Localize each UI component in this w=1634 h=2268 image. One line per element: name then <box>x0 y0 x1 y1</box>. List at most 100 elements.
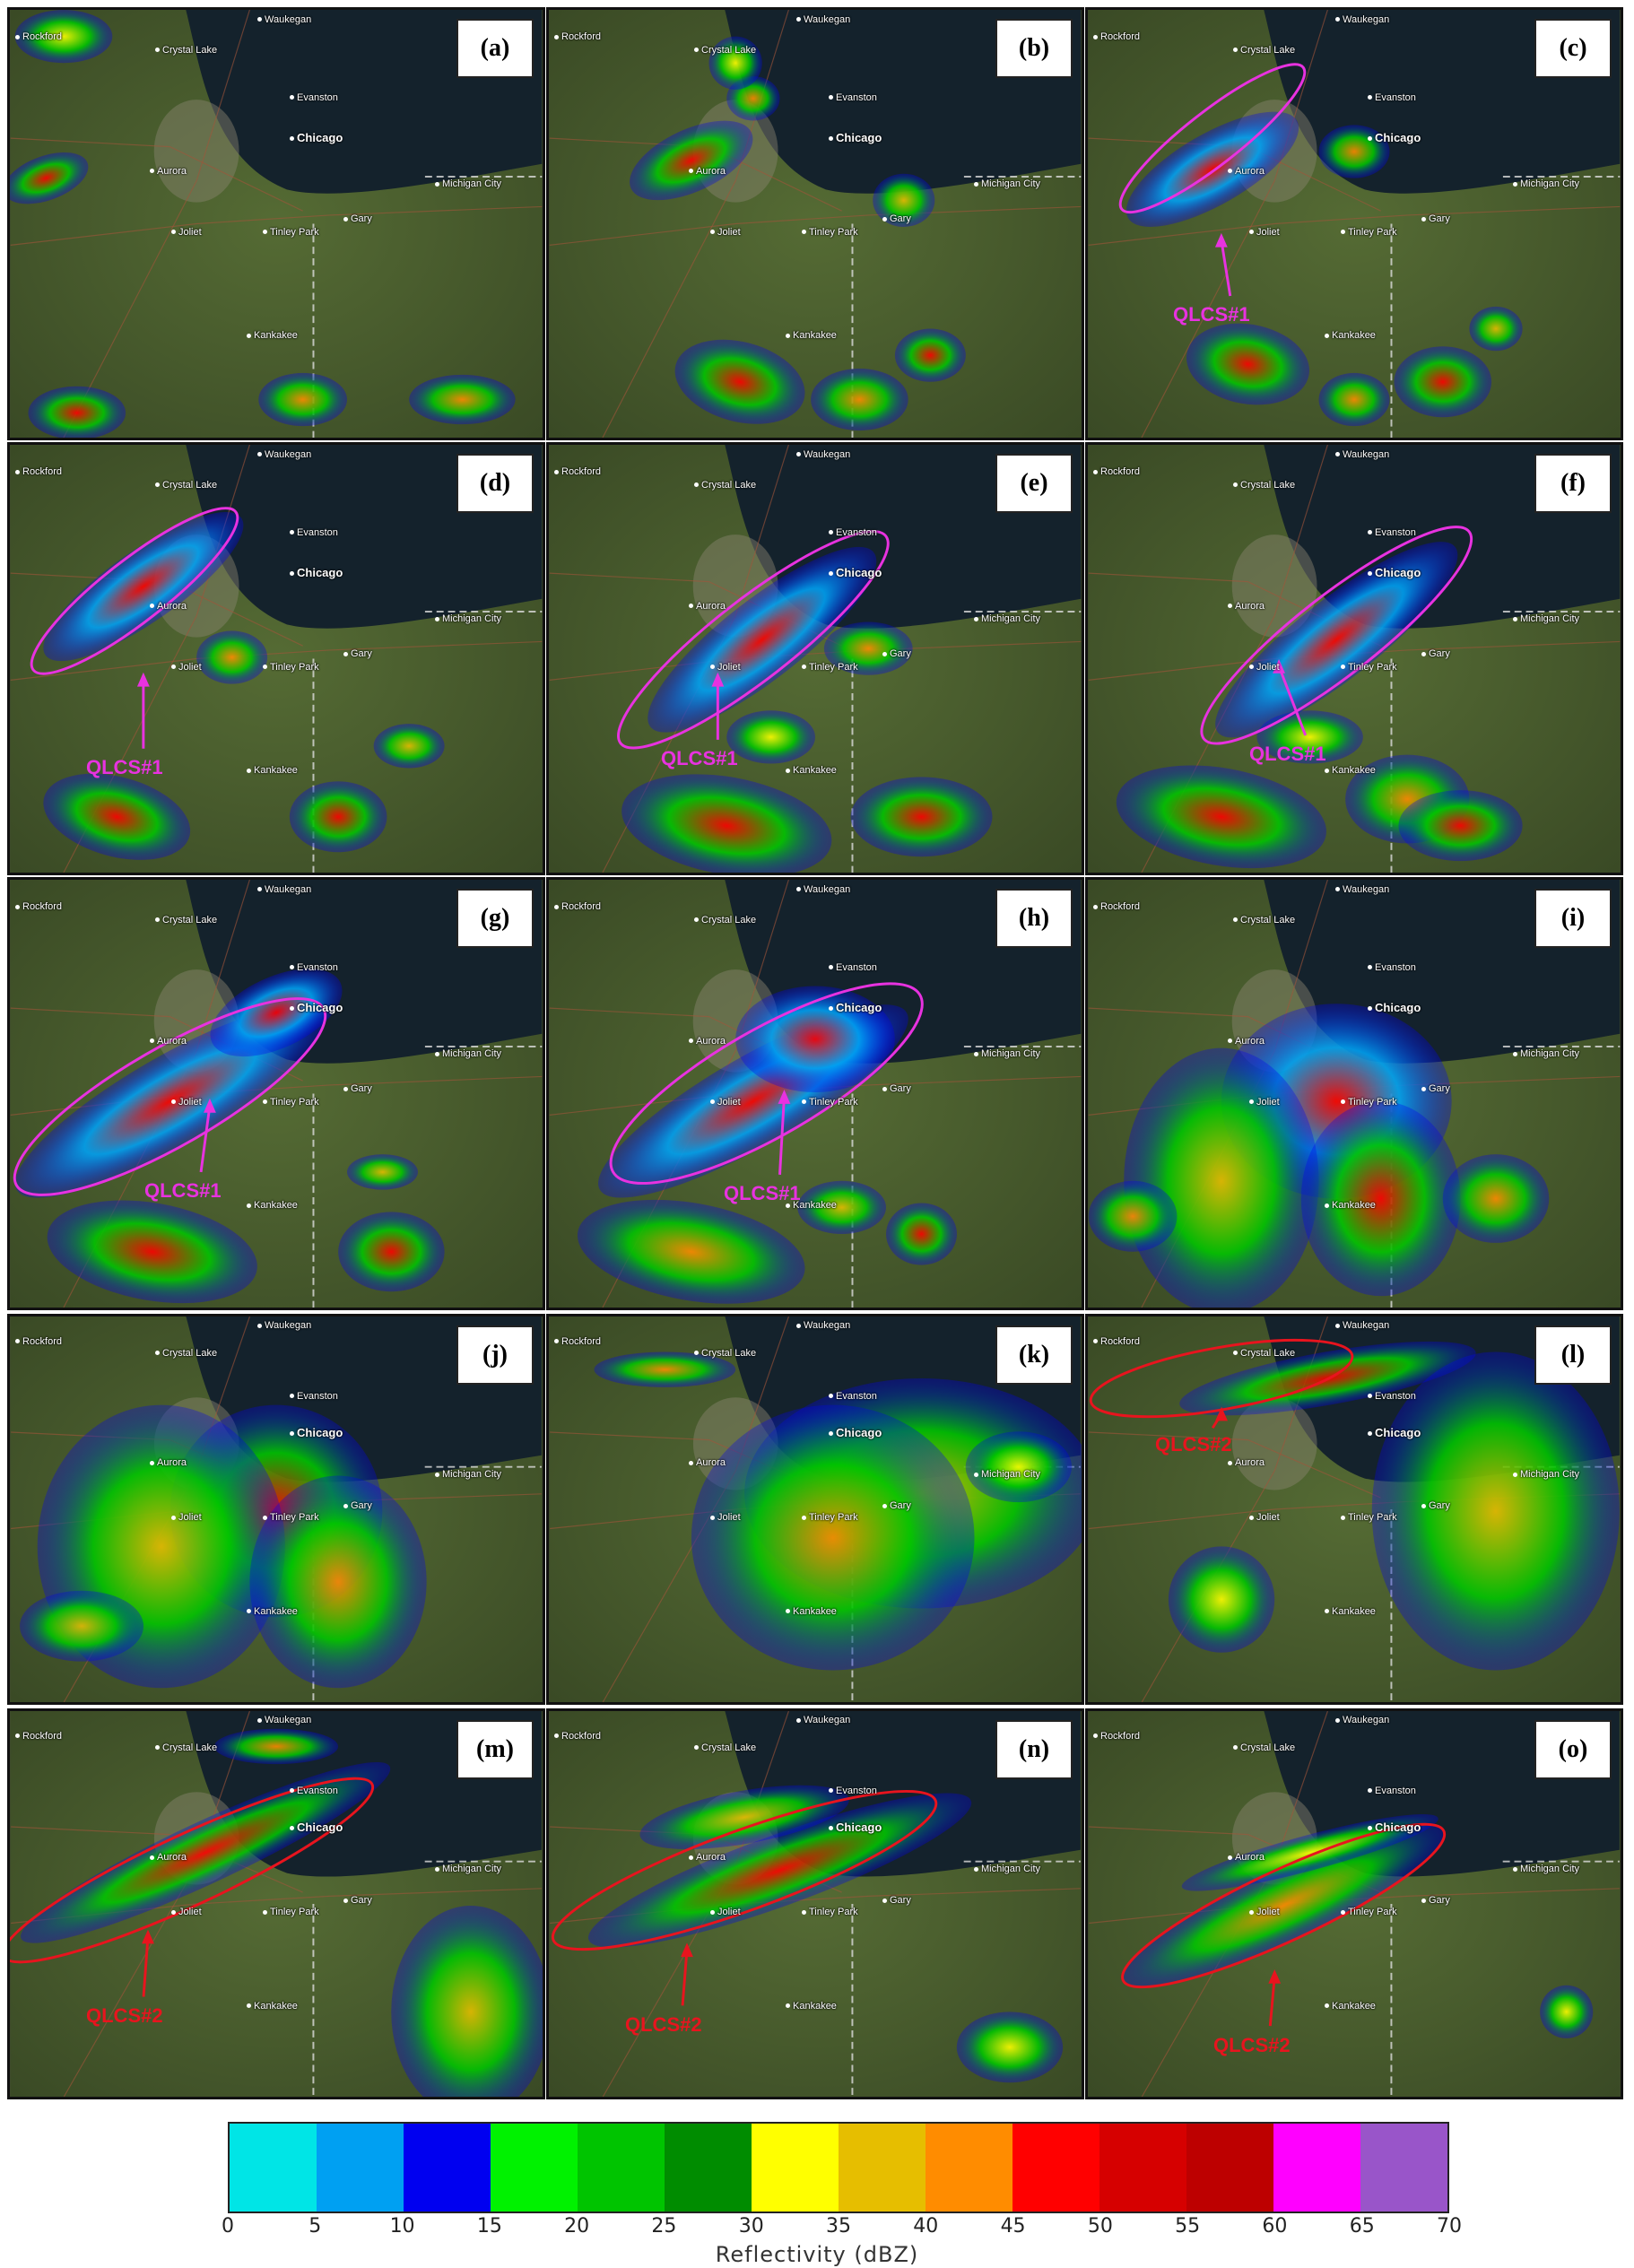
reflectivity-cell <box>1300 1100 1461 1297</box>
city-label: Evanston <box>1368 1391 1416 1402</box>
city-label: Waukegan <box>1335 14 1389 25</box>
city-label: Gary <box>1421 648 1450 659</box>
reflectivity-cell <box>196 630 268 684</box>
reflectivity-cell <box>850 777 993 857</box>
reflectivity-cell <box>1186 323 1310 405</box>
city-label: Aurora <box>1228 1457 1265 1468</box>
city-label: Chicago <box>829 1001 882 1014</box>
city-label: Kankakee <box>786 330 837 341</box>
city-label: Evanston <box>1368 527 1416 538</box>
reflectivity-cell <box>735 986 895 1093</box>
satellite-basemap <box>10 445 543 873</box>
panel-label: (k) <box>995 1325 1073 1385</box>
city-label: Crystal Lake <box>694 1742 756 1753</box>
city-label: Michigan City <box>974 613 1040 624</box>
city-label: Michigan City <box>435 1469 501 1480</box>
reflectivity-cell <box>10 152 89 204</box>
radar-panel: Waukegan Rockford Crystal Lake Evanston Chic… <box>546 1314 1084 1705</box>
reflectivity-cell <box>894 328 966 382</box>
city-label: Aurora <box>689 1852 726 1863</box>
colorbar-title: Reflectivity (dBZ) <box>715 2242 919 2267</box>
reflectivity-cell <box>965 1431 1073 1503</box>
colorbar-swatch <box>665 2124 752 2212</box>
colorbar-swatch <box>926 2124 1013 2212</box>
city-label: Tinley Park <box>1341 1907 1397 1917</box>
city-label: Kankakee <box>247 1606 298 1617</box>
reflectivity-cell <box>43 511 244 662</box>
colorbar-tick-label: 55 <box>1175 2215 1201 2238</box>
city-label: Waukegan <box>796 1715 850 1725</box>
city-label: Gary <box>882 648 911 659</box>
radar-panel: Waukegan Rockford Crystal Lake Evanston Chic… <box>1085 7 1623 440</box>
radar-panel: Waukegan Rockford Crystal Lake Evanston Chic… <box>7 877 545 1310</box>
city-label: Gary <box>882 213 911 224</box>
city-label: Evanston <box>1368 1786 1416 1796</box>
city-label: Joliet <box>710 227 741 238</box>
city-label: Joliet <box>1249 1512 1280 1523</box>
city-label: Crystal Lake <box>155 480 217 491</box>
city-label: Waukegan <box>796 884 850 895</box>
city-label: Waukegan <box>1335 1320 1389 1331</box>
reflectivity-cell <box>1215 542 1458 738</box>
panel-label: (n) <box>995 1720 1073 1779</box>
reflectivity-cell <box>1442 1154 1550 1243</box>
city-label: Kankakee <box>786 2001 837 2012</box>
reflectivity-cell <box>14 10 113 64</box>
satellite-basemap <box>549 10 1082 438</box>
city-label: Rockford <box>1093 901 1140 912</box>
reflectivity-cell <box>21 1761 391 1943</box>
city-label: Joliet <box>1249 1907 1280 1917</box>
city-label: Waukegan <box>796 1320 850 1331</box>
colorbar-swatch <box>578 2124 665 2212</box>
panel-label: (m) <box>456 1720 534 1779</box>
panel-label: (d) <box>456 454 534 513</box>
colorbar-swatch <box>1186 2124 1273 2212</box>
panel-label: (a) <box>456 19 534 78</box>
reflectivity-cell <box>1116 765 1326 869</box>
reflectivity-cell <box>391 1906 543 2097</box>
reflectivity-cell <box>1124 1047 1319 1308</box>
qlcs-label: QLCS#1 <box>86 756 163 778</box>
city-label: Crystal Lake <box>1233 1742 1295 1753</box>
colorbar-tick-label: 0 <box>222 2215 234 2238</box>
city-label: Michigan City <box>1513 1048 1579 1059</box>
qlcs-outline <box>609 982 924 1185</box>
reflectivity-cell <box>409 374 516 425</box>
city-label: Michigan City <box>435 178 501 189</box>
colorbar-tick-label: 60 <box>1262 2215 1288 2238</box>
qlcs-arrowhead <box>681 1942 693 1958</box>
city-label: Rockford <box>15 1336 62 1347</box>
reflectivity-cell <box>691 1404 975 1671</box>
colorbar-tick-label: 25 <box>651 2215 677 2238</box>
radar-panel: Waukegan Rockford Crystal Lake Evanston Chic… <box>546 877 1084 1310</box>
qlcs-arrowhead <box>778 1090 791 1104</box>
panel-label: (h) <box>995 889 1073 948</box>
qlcs-arrow <box>1268 1976 1276 2027</box>
city-label: Aurora <box>150 1457 187 1468</box>
city-label: Chicago <box>829 131 882 144</box>
radar-panel: Waukegan Rockford Crystal Lake Evanston Chic… <box>546 7 1084 440</box>
city-label: Tinley Park <box>1341 1512 1397 1523</box>
qlcs-arrow <box>199 1105 212 1173</box>
reflectivity-cell <box>43 773 191 860</box>
city-label: Gary <box>1421 1895 1450 1906</box>
satellite-basemap <box>550 1711 1081 2097</box>
reflectivity-cell <box>1088 1180 1178 1252</box>
city-label: Rockford <box>1093 1731 1140 1742</box>
city-label: Chicago <box>290 1820 343 1834</box>
reflectivity-cell <box>811 368 908 431</box>
city-label: Aurora <box>689 1457 726 1468</box>
reflectivity-cell <box>1371 1351 1620 1671</box>
reflectivity-cell <box>1318 372 1390 427</box>
city-label: Chicago <box>829 1426 882 1439</box>
reflectivity-cell <box>648 546 877 733</box>
colorbar-swatch <box>491 2124 578 2212</box>
reflectivity-cell <box>708 36 762 90</box>
reflectivity-cell <box>47 1200 257 1304</box>
city-label: Tinley Park <box>263 1512 319 1523</box>
radar-panel: Waukegan Rockford Crystal Lake Evanston Chic… <box>7 1314 545 1705</box>
qlcs-outline <box>30 507 239 675</box>
colorbar-swatch <box>1273 2124 1360 2212</box>
colorbar-tick-label: 10 <box>389 2215 415 2238</box>
colorbar-swatch <box>404 2124 491 2212</box>
